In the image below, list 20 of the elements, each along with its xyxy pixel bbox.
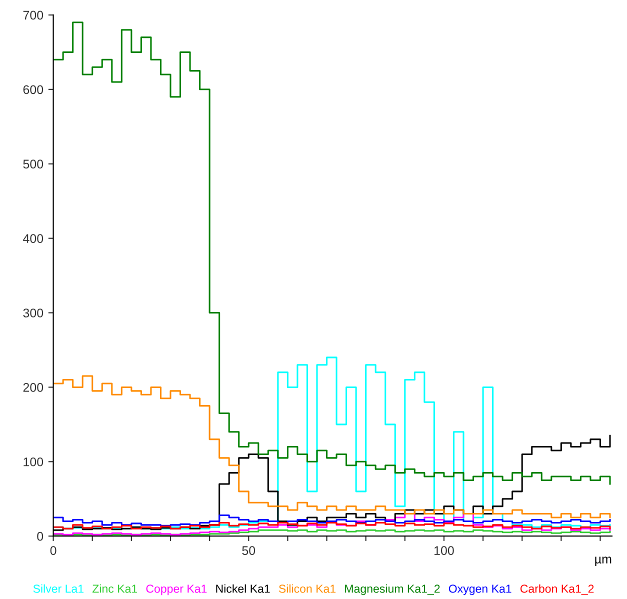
y-tick-label: 100 <box>24 457 44 466</box>
text: Copper Ka1 <box>146 584 207 596</box>
y-tick-label: 700 <box>23 10 44 20</box>
x-tick-label: 100 <box>434 546 454 556</box>
y-tick-label: 200 <box>23 383 44 392</box>
y-tick-label: 0 <box>37 532 44 541</box>
y-tick-label: 400 <box>23 234 44 243</box>
text: Zinc Ka1 <box>92 584 138 593</box>
x-axis-title: µm <box>595 556 612 566</box>
y-tick-label: 600 <box>23 85 44 94</box>
text: Carbon Ka1_2 <box>520 584 594 595</box>
x-tick-label: 0 <box>50 546 56 556</box>
y-tick-label: 300 <box>23 308 44 318</box>
text: Magnesium Ka1_2 <box>345 584 440 596</box>
text: Silver La1 <box>33 584 84 593</box>
text: Nickel Ka1 <box>216 584 270 593</box>
text: Oxygen Ka1 <box>448 584 512 596</box>
y-tick-label: 500 <box>23 160 44 169</box>
x-tick-label: 50 <box>242 546 256 556</box>
text: Silicon Ka1 <box>278 584 336 593</box>
